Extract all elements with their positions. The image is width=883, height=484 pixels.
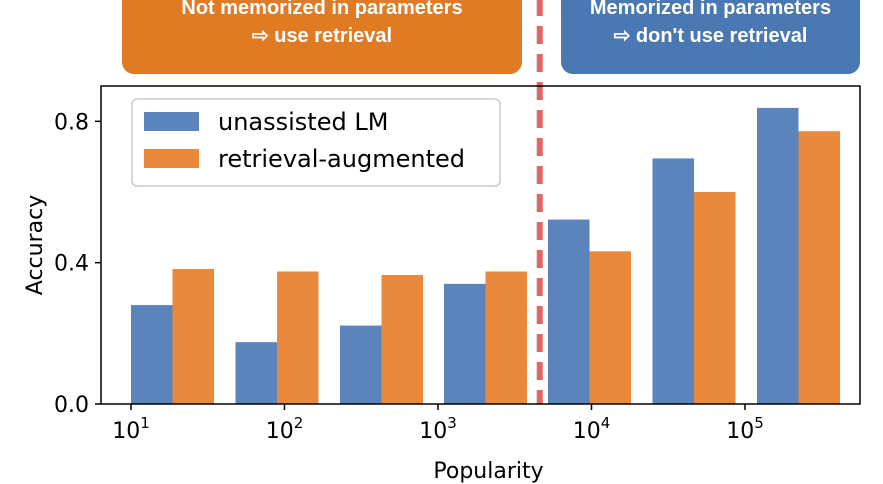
memorized-banner-line2: ⇨ don't use retrieval [613,25,808,47]
unassisted-swatch [144,112,199,131]
y-axis-label: Accuracy [23,195,48,295]
retrieval-bar [381,275,423,404]
memorized-banner: Memorized in parameters ⇨ don't use retr… [561,0,860,74]
x-tick-label: 103 [419,414,457,444]
unassisted-bar [548,219,590,404]
retrieval-bar [485,271,527,404]
plot-frame [100,85,861,405]
retrieval-bar [277,271,319,404]
legend: unassisted LM retrieval-augmented [131,98,501,187]
unassisted-bar [131,305,173,404]
not-memorized-banner-line1: Not memorized in parameters [181,0,463,19]
x-tick-label: 105 [726,414,764,444]
memorized-banner-line1: Memorized in parameters [589,0,832,19]
legend-box [131,98,501,187]
retrieval-swatch [144,149,199,168]
unassisted-bar [235,342,277,404]
y-tick-label: 0.8 [54,110,89,135]
unassisted-bar [652,158,694,404]
unassisted-bar [340,325,382,404]
legend-label: retrieval-augmented [218,145,465,173]
unassisted-bar [757,107,799,404]
legend-label: unassisted LM [218,108,388,136]
not-memorized-banner-line2: ⇨ use retrieval [251,25,393,47]
retrieval-bar [172,269,214,404]
y-tick-label: 0.4 [54,252,89,277]
unassisted-bar [444,283,486,404]
y-tick-label: 0.0 [54,393,89,418]
x-tick-label: 102 [266,414,304,444]
x-axis-label: Popularity [433,459,543,484]
x-tick-label: 101 [112,414,150,444]
retrieval-bar [694,192,736,404]
not-memorized-banner: Not memorized in parameters ⇨ use retrie… [122,0,522,74]
retrieval-bar [798,131,840,404]
plot-area [131,107,840,404]
x-tick-label: 104 [573,414,611,444]
retrieval-bar [589,251,631,404]
